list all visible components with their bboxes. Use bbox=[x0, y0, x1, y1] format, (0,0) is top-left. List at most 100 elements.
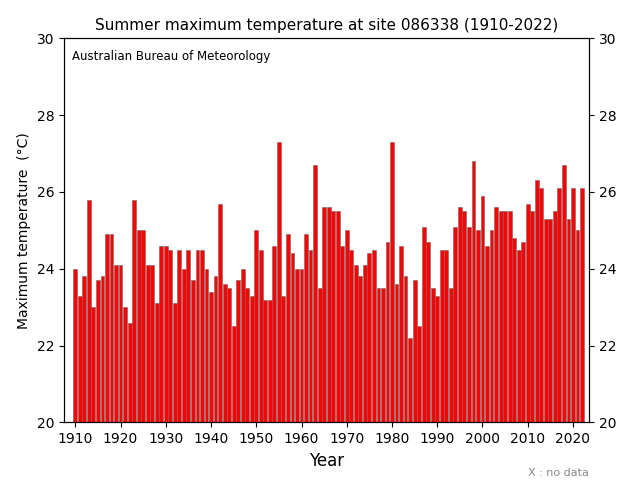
Bar bbox=[557, 188, 561, 422]
Bar bbox=[435, 296, 439, 422]
Bar bbox=[390, 142, 394, 422]
Bar bbox=[168, 250, 172, 422]
Bar bbox=[453, 227, 457, 422]
Bar bbox=[472, 161, 476, 422]
Bar bbox=[92, 307, 95, 422]
Bar bbox=[313, 165, 317, 422]
Bar bbox=[127, 323, 132, 422]
Bar bbox=[458, 207, 462, 422]
X-axis label: Year: Year bbox=[309, 452, 344, 469]
Bar bbox=[186, 250, 190, 422]
Bar bbox=[381, 288, 385, 422]
Bar bbox=[548, 219, 552, 422]
Bar bbox=[118, 265, 122, 422]
Bar bbox=[282, 296, 285, 422]
Bar bbox=[516, 250, 520, 422]
Bar bbox=[304, 234, 308, 422]
Bar bbox=[214, 276, 218, 422]
Bar bbox=[575, 230, 579, 422]
Bar bbox=[223, 284, 227, 422]
Bar bbox=[580, 188, 584, 422]
Title: Summer maximum temperature at site 086338 (1910-2022): Summer maximum temperature at site 08633… bbox=[95, 18, 558, 33]
Bar bbox=[196, 250, 200, 422]
Bar bbox=[376, 288, 380, 422]
Bar bbox=[503, 211, 507, 422]
Bar bbox=[571, 188, 575, 422]
Bar bbox=[508, 211, 511, 422]
Bar bbox=[345, 230, 349, 422]
Bar bbox=[322, 207, 326, 422]
Bar bbox=[191, 280, 195, 422]
Bar bbox=[566, 219, 570, 422]
Bar bbox=[467, 227, 471, 422]
Bar bbox=[354, 265, 358, 422]
Bar bbox=[476, 230, 480, 422]
Bar bbox=[182, 269, 186, 422]
Bar bbox=[205, 269, 209, 422]
Bar bbox=[245, 288, 249, 422]
Bar bbox=[327, 207, 331, 422]
Bar bbox=[449, 288, 452, 422]
Bar bbox=[340, 246, 344, 422]
Bar bbox=[146, 265, 150, 422]
Bar bbox=[553, 211, 557, 422]
Bar bbox=[367, 253, 371, 422]
Bar bbox=[137, 230, 141, 422]
Bar bbox=[291, 253, 294, 422]
Bar bbox=[490, 230, 493, 422]
Bar bbox=[531, 211, 534, 422]
Bar bbox=[317, 288, 321, 422]
Bar bbox=[526, 204, 530, 422]
Bar bbox=[268, 300, 272, 422]
Bar bbox=[485, 246, 489, 422]
Bar bbox=[200, 250, 204, 422]
Bar bbox=[96, 280, 100, 422]
Bar bbox=[286, 234, 290, 422]
Bar bbox=[308, 250, 312, 422]
Bar bbox=[399, 246, 403, 422]
Bar bbox=[209, 292, 213, 422]
Bar bbox=[177, 250, 181, 422]
Bar bbox=[164, 246, 168, 422]
Bar bbox=[417, 326, 421, 422]
Bar bbox=[358, 276, 362, 422]
Text: Australian Bureau of Meteorology: Australian Bureau of Meteorology bbox=[72, 50, 270, 63]
Bar bbox=[150, 265, 154, 422]
Bar bbox=[363, 265, 367, 422]
Bar bbox=[463, 211, 467, 422]
Bar bbox=[83, 276, 86, 422]
Bar bbox=[535, 180, 539, 422]
Bar bbox=[173, 303, 177, 422]
Bar bbox=[114, 265, 118, 422]
Bar bbox=[273, 246, 276, 422]
Bar bbox=[422, 227, 426, 422]
Y-axis label: Maximum temperature  (°C): Maximum temperature (°C) bbox=[17, 132, 31, 329]
Bar bbox=[74, 269, 77, 422]
Text: X : no data: X : no data bbox=[528, 468, 589, 479]
Bar bbox=[395, 284, 399, 422]
Bar bbox=[444, 250, 448, 422]
Bar bbox=[426, 242, 430, 422]
Bar bbox=[494, 207, 498, 422]
Bar bbox=[499, 211, 502, 422]
Bar bbox=[87, 200, 91, 422]
Bar bbox=[241, 269, 244, 422]
Bar bbox=[349, 250, 353, 422]
Bar bbox=[300, 269, 303, 422]
Bar bbox=[264, 300, 268, 422]
Bar bbox=[408, 338, 412, 422]
Bar bbox=[132, 200, 136, 422]
Bar bbox=[227, 288, 231, 422]
Bar bbox=[404, 276, 408, 422]
Bar bbox=[109, 234, 113, 422]
Bar bbox=[440, 250, 444, 422]
Bar bbox=[100, 276, 104, 422]
Bar bbox=[232, 326, 236, 422]
Bar bbox=[431, 288, 435, 422]
Bar bbox=[295, 269, 299, 422]
Bar bbox=[521, 242, 525, 422]
Bar bbox=[336, 211, 340, 422]
Bar bbox=[413, 280, 417, 422]
Bar bbox=[259, 250, 263, 422]
Bar bbox=[159, 246, 163, 422]
